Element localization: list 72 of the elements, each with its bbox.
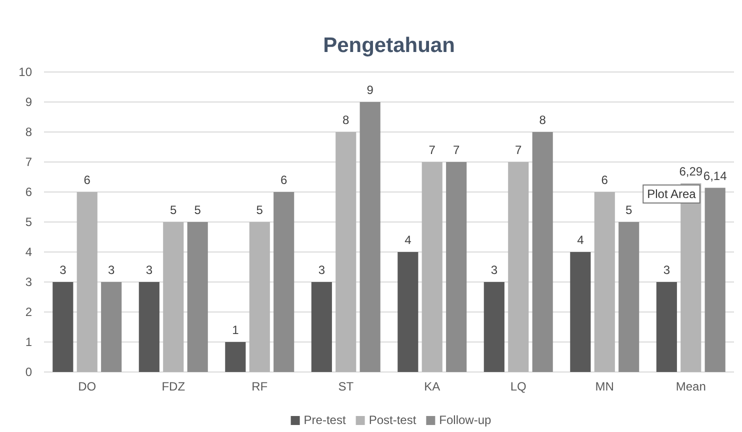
data-label: 5 xyxy=(625,203,632,217)
bar xyxy=(618,222,640,372)
data-label: 5 xyxy=(256,203,264,217)
x-tick-label: ST xyxy=(338,380,354,394)
bar xyxy=(446,162,467,372)
data-label: 3 xyxy=(490,263,498,277)
y-tick-label: 3 xyxy=(25,274,32,289)
y-tick-label: 9 xyxy=(25,94,32,109)
y-tick-label: 7 xyxy=(25,154,32,169)
data-label: 6 xyxy=(280,173,288,187)
bar xyxy=(422,162,442,372)
y-tick-label: 4 xyxy=(25,244,32,259)
bar xyxy=(249,222,270,372)
y-tick-label: 2 xyxy=(25,304,32,319)
x-tick-label: LQ xyxy=(510,380,526,394)
bar xyxy=(360,102,380,372)
data-label: 3 xyxy=(146,263,153,277)
chart-title: Pengetahuan xyxy=(323,34,455,57)
bar xyxy=(532,132,553,372)
bar xyxy=(484,282,504,372)
data-label: 6 xyxy=(601,173,608,187)
y-tick-label: 5 xyxy=(25,214,32,229)
x-tick-label: KA xyxy=(424,380,440,394)
data-label: 8 xyxy=(539,113,546,127)
data-label: 8 xyxy=(342,113,350,127)
bar xyxy=(76,192,98,372)
bar xyxy=(336,132,356,372)
data-label: 7 xyxy=(515,143,522,157)
bar xyxy=(508,162,529,372)
tooltip-box: Plot Area xyxy=(642,184,700,204)
bar xyxy=(398,252,418,372)
x-tick-label: MN xyxy=(595,380,614,394)
data-label: 4 xyxy=(404,233,412,247)
data-label: 6 xyxy=(84,173,91,187)
legend-label: Follow-up xyxy=(439,413,492,427)
x-tick-label: Mean xyxy=(676,380,706,394)
annotation: Plot Area xyxy=(647,187,696,201)
bar xyxy=(274,192,294,372)
data-label: 3 xyxy=(318,263,326,277)
bar xyxy=(594,192,615,372)
data-label: 4 xyxy=(577,233,584,247)
x-tick-label: FDZ xyxy=(162,380,186,394)
data-label: 6,29 xyxy=(679,164,703,178)
data-label: 9 xyxy=(366,83,374,97)
y-tick-label: 10 xyxy=(18,64,32,79)
data-label: 3 xyxy=(663,263,670,277)
data-label: 7 xyxy=(428,143,436,157)
legend-label: Pre-test xyxy=(304,413,346,427)
bar xyxy=(163,222,184,372)
bar xyxy=(656,282,677,372)
y-tick-label: 1 xyxy=(25,334,32,349)
legend-label: Post-test xyxy=(368,413,417,427)
bar xyxy=(225,342,246,372)
bar xyxy=(311,282,332,372)
y-tick-label: 8 xyxy=(25,124,32,139)
data-label: 7 xyxy=(452,143,460,157)
data-label: 1 xyxy=(232,323,240,337)
bar xyxy=(570,252,591,372)
data-label: 5 xyxy=(170,203,178,217)
bar xyxy=(187,222,208,372)
data-label: 3 xyxy=(60,263,67,277)
x-tick-label: DO xyxy=(78,380,96,394)
y-tick-label: 0 xyxy=(25,364,32,379)
bar xyxy=(138,282,160,372)
bar xyxy=(101,282,122,372)
data-label: 5 xyxy=(194,203,202,217)
data-label: 3 xyxy=(108,263,115,277)
bar xyxy=(704,188,726,372)
bar xyxy=(52,282,74,372)
x-tick-label: RF xyxy=(252,380,268,394)
y-tick-label: 6 xyxy=(25,184,32,199)
data-label: 6,14 xyxy=(703,168,728,183)
